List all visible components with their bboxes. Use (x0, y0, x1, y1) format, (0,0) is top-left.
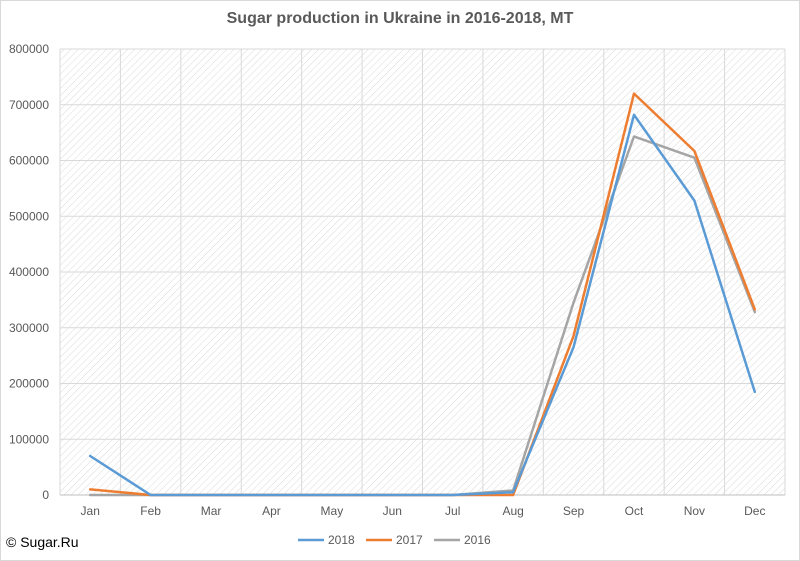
chart-title: Sugar production in Ukraine in 2016-2018… (226, 10, 574, 27)
y-tick-label: 100000 (9, 432, 49, 446)
x-tick-label: Apr (262, 504, 281, 518)
x-tick-label: Jul (445, 504, 460, 518)
x-tick-label: Mar (201, 504, 222, 518)
y-tick-label: 600000 (9, 154, 49, 168)
x-tick-label: Dec (744, 504, 765, 518)
copyright-credit: © Sugar.Ru (6, 534, 79, 550)
y-tick-label: 400000 (9, 265, 49, 279)
x-tick-label: Feb (140, 504, 161, 518)
x-tick-label: Oct (625, 504, 644, 518)
y-tick-label: 0 (42, 488, 49, 502)
y-tick-label: 500000 (9, 209, 49, 223)
x-tick-label: May (321, 504, 344, 518)
x-tick-label: Jun (383, 504, 402, 518)
x-tick-label: Jan (81, 504, 100, 518)
y-tick-label: 200000 (9, 377, 49, 391)
x-tick-label: Nov (684, 504, 705, 518)
y-tick-label: 700000 (9, 98, 49, 112)
series-line-2018 (88, 113, 757, 497)
x-tick-label: Sep (563, 504, 585, 518)
legend-label-2017: 2017 (396, 533, 423, 547)
legend-label-2016: 2016 (464, 533, 491, 547)
y-tick-label: 300000 (9, 321, 49, 335)
legend-label-2018: 2018 (328, 533, 355, 547)
x-tick-label: Aug (502, 504, 523, 518)
y-tick-label: 800000 (9, 42, 49, 56)
